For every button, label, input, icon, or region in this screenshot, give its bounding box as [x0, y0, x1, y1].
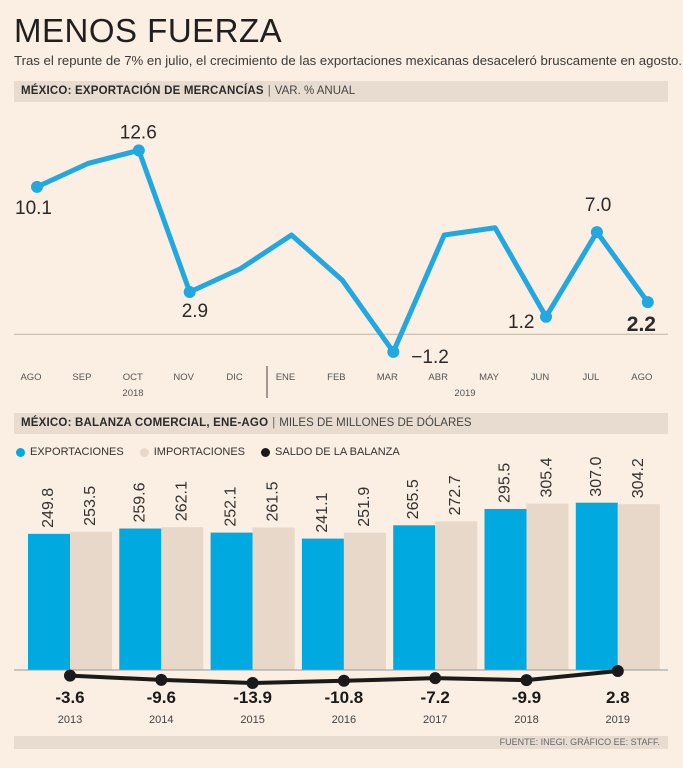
x-tick-2013: 2013 — [58, 714, 82, 726]
data-label-balance-2016: -10.8 — [325, 688, 364, 707]
x-tick-feb: FEB — [327, 372, 345, 383]
x-tick-dic: DIC — [226, 372, 243, 383]
page-title: MENOS FUERZA — [14, 12, 283, 49]
data-label-exports-2014: 259.6 — [131, 482, 148, 522]
balance-point-2017 — [429, 672, 442, 685]
bar-imports-2014 — [161, 527, 204, 670]
data-label-balance-2018: -9.9 — [512, 688, 541, 707]
data-label-nov: 2.9 — [182, 301, 208, 322]
bar-imports-2016 — [343, 532, 386, 670]
bar-exports-2014 — [119, 528, 162, 670]
data-label-balance-2015: -13.9 — [233, 688, 272, 707]
x-tick-ene: ENE — [276, 372, 296, 383]
bar-exports-2016 — [301, 538, 344, 670]
data-label-ago: 2.2 — [627, 313, 656, 336]
x-tick-2017: 2017 — [423, 714, 447, 726]
data-label-mar: −1.2 — [411, 347, 449, 368]
page-subtitle: Tras el repunte de 7% en julio, el creci… — [14, 53, 683, 68]
data-label-exports-2015: 252.1 — [223, 486, 240, 526]
section-title: MÉXICO: EXPORTACIÓN DE MERCANCÍAS — [21, 85, 264, 97]
legend-item-balance: SALDO DE LA BALANZA — [261, 446, 400, 458]
data-label-imports-2019: 304.2 — [630, 458, 647, 498]
section-unit: MILES DE MILLONES DE DÓLARES — [279, 417, 472, 429]
data-point-ago — [641, 296, 654, 309]
footer-source: FUENTE: INEGI. GRÁFICO EE: STAFF. — [14, 736, 668, 749]
line-chart-exports: 10.1 12.6 2.9 −1.2 1.2 7.0 2.2 AGO SEP OCT NOV DIC E… — [14, 122, 668, 399]
bar-exports-2019 — [575, 502, 618, 670]
data-label-balance-2017: -7.2 — [421, 688, 450, 707]
x-tick-ago: AGO — [20, 372, 41, 383]
year-label-2019: 2019 — [454, 388, 475, 399]
bar-imports-2018 — [526, 503, 569, 670]
x-tick-may: MAY — [479, 372, 500, 383]
data-label-balance-2013: -3.6 — [55, 688, 84, 707]
bar-imports-2017 — [435, 521, 478, 670]
data-label-imports-2018: 305.4 — [539, 457, 556, 497]
x-tick-2019: 2019 — [606, 714, 630, 726]
x-tick-oct: OCT — [123, 372, 143, 383]
data-point-jun — [540, 310, 552, 323]
balance-point-2016 — [337, 674, 350, 687]
data-label-imports-2017: 272.7 — [447, 475, 464, 515]
x-tick-mar: MAR — [377, 372, 398, 383]
data-label-oct: 12.6 — [120, 122, 157, 143]
x-tick-ago: AGO — [631, 372, 652, 383]
data-label-imports-2013: 253.5 — [82, 486, 99, 526]
data-label-exports-2017: 265.5 — [405, 479, 422, 519]
x-tick-2016: 2016 — [332, 714, 356, 726]
legend-item-imports: IMPORTACIONES — [139, 446, 245, 458]
section-unit: VAR. % ANUAL — [274, 85, 356, 97]
data-label-exports-2019: 307.0 — [588, 457, 605, 497]
x-tick-2014: 2014 — [149, 714, 173, 726]
bar-imports-2015 — [252, 527, 295, 670]
section-title: MÉXICO: BALANZA COMERCIAL, ENE-AGO — [21, 417, 269, 429]
section-header-exports: MÉXICO: EXPORTACIÓN DE MERCANCÍAS | VAR. %… — [14, 81, 668, 102]
data-point-jul — [590, 226, 603, 239]
data-label-imports-2015: 261.5 — [265, 481, 282, 521]
data-label-balance-2019: 2.8 — [606, 688, 630, 707]
bar-exports-2013 — [28, 533, 70, 670]
legend-item-exports: EXPORTACIONES — [16, 446, 124, 458]
balance-point-2019 — [611, 664, 624, 677]
x-tick-jun: JUN — [531, 372, 550, 383]
data-label-jul: 7.0 — [585, 195, 611, 216]
balance-point-2013 — [64, 669, 76, 682]
year-label-2018: 2018 — [122, 388, 143, 399]
data-label-exports-2018: 295.5 — [497, 463, 514, 503]
x-tick-2015: 2015 — [240, 714, 264, 726]
bar-exports-2015 — [210, 532, 253, 670]
data-label-imports-2016: 251.9 — [356, 487, 373, 527]
x-tick-2018: 2018 — [514, 714, 538, 726]
bar-exports-2017 — [393, 525, 436, 670]
balance-point-2015 — [246, 677, 259, 690]
data-label-jun: 1.2 — [508, 312, 534, 333]
balance-point-2018 — [520, 674, 533, 687]
x-tick-sep: SEP — [72, 372, 91, 383]
data-label-exports-2016: 241.1 — [314, 492, 331, 532]
legend: EXPORTACIONES IMPORTACIONES SALDO DE LA … — [16, 446, 416, 458]
bar-imports-2019 — [617, 504, 660, 670]
data-point-mar — [387, 345, 400, 358]
data-label-exports-2013: 249.8 — [40, 488, 57, 528]
x-tick-nov: NOV — [173, 372, 194, 383]
x-tick-abr: ABR — [428, 372, 448, 383]
data-label-ago: 10.1 — [15, 198, 52, 219]
data-point-nov — [183, 285, 196, 298]
data-point-oct — [132, 144, 145, 157]
bar-imports-2013 — [70, 531, 112, 670]
data-point-ago — [31, 180, 43, 193]
data-label-balance-2014: -9.6 — [147, 688, 176, 707]
balance-point-2014 — [155, 673, 168, 686]
section-header-balance: MÉXICO: BALANZA COMERCIAL, ENE-AGO | MILES… — [14, 413, 668, 434]
bar-exports-2018 — [484, 508, 527, 670]
x-tick-jul: JUL — [582, 372, 599, 383]
data-label-imports-2014: 262.1 — [173, 481, 190, 521]
